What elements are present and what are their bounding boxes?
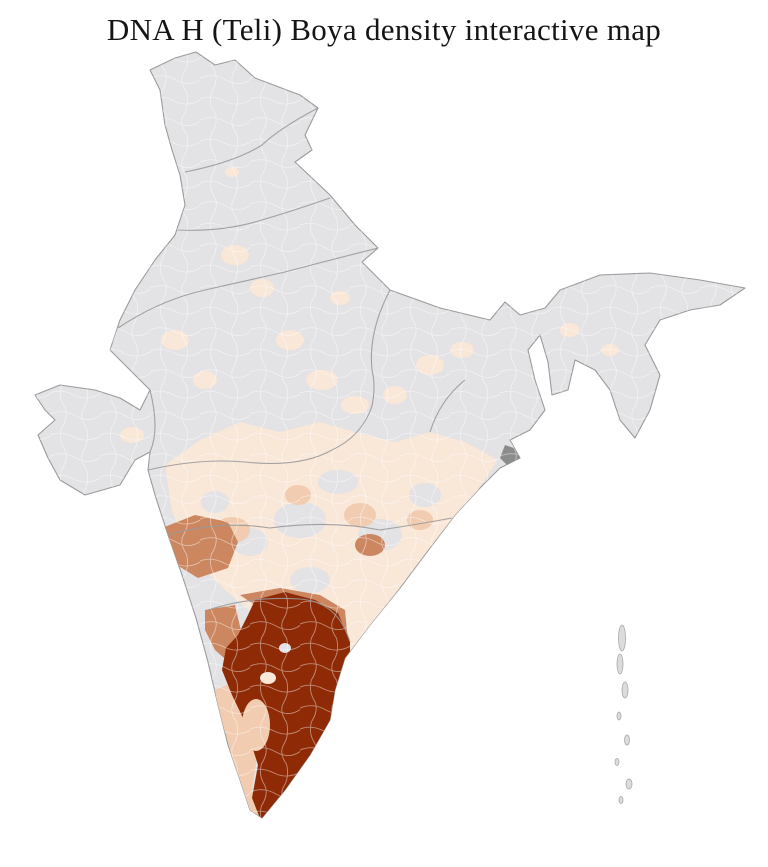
page-title: DNA H (Teli) Boya density interactive ma…: [106, 12, 662, 47]
andaman-nicobar-islands[interactable]: [614, 624, 633, 804]
india-choropleth-map[interactable]: [0, 50, 768, 846]
map-container: [0, 50, 768, 846]
state-borders: [117, 107, 466, 643]
district-borders-mesh: [35, 52, 745, 818]
